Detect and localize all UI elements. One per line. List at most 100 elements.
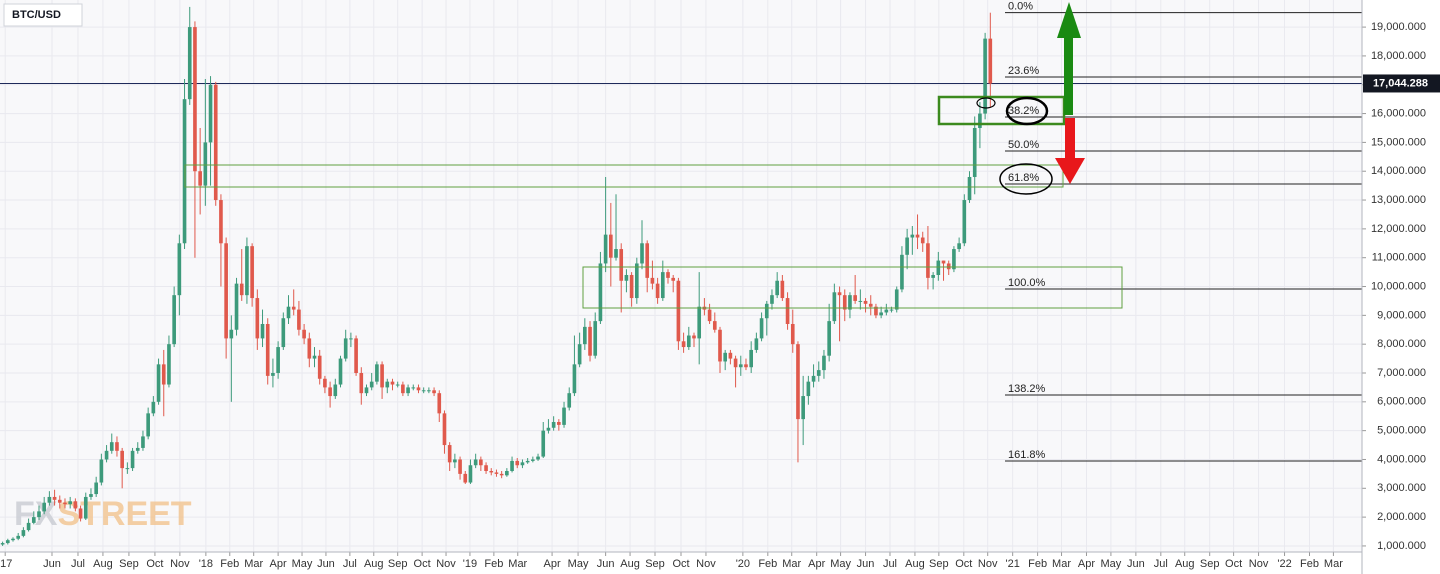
x-tick-label: Nov	[978, 558, 998, 570]
candle-body	[297, 309, 301, 330]
candle-body	[78, 508, 83, 519]
highlight-ellipse	[976, 97, 996, 109]
y-tick-label: 8,000.000	[1377, 338, 1426, 350]
watermark-street: STREET	[57, 495, 191, 533]
x-tick-label: '17	[0, 558, 12, 570]
candle-body	[411, 387, 416, 389]
candle-body	[89, 494, 93, 497]
candle-body	[671, 277, 676, 281]
candle-body	[359, 372, 364, 394]
candle-body	[406, 387, 410, 394]
candle-body	[609, 234, 613, 258]
fib-level-label: 161.8%	[1008, 449, 1046, 461]
candle-body	[957, 243, 961, 250]
candle-body	[905, 237, 909, 255]
candle-body	[894, 289, 899, 310]
x-tick-label: Jul	[1154, 558, 1168, 570]
candle-body	[848, 295, 852, 310]
candle-body	[234, 283, 239, 330]
candle-body	[47, 496, 52, 503]
candle-body	[26, 522, 31, 531]
candle-body	[874, 306, 878, 316]
candle-body	[16, 535, 21, 539]
candle-body	[666, 272, 670, 278]
candle-body	[978, 113, 982, 128]
candle-body	[515, 460, 520, 466]
x-tick-label: '22	[1277, 558, 1291, 570]
candle-body	[790, 323, 795, 345]
candle-body	[723, 352, 728, 362]
x-tick-label: '21	[1005, 558, 1019, 570]
candle-body	[219, 200, 223, 244]
x-tick-label: Feb	[220, 558, 239, 570]
candle-body	[120, 450, 124, 469]
candle-body	[577, 344, 582, 365]
candle-body	[442, 413, 447, 446]
candle-body	[463, 473, 468, 483]
x-tick-label: Oct	[414, 558, 431, 570]
candle-body	[728, 352, 733, 359]
candle-body	[380, 364, 384, 388]
candle-body	[822, 355, 826, 371]
y-tick-label: 6,000.000	[1377, 396, 1426, 408]
x-tick-label: Nov	[696, 558, 716, 570]
x-tick-label: Nov	[436, 558, 456, 570]
candle-body	[432, 390, 436, 394]
candle-body	[57, 499, 62, 503]
x-tick-label: Mar	[1324, 558, 1343, 570]
candle-body	[172, 295, 176, 345]
price-axis-panel	[1362, 0, 1440, 574]
fib-level-label: 138.2%	[1008, 383, 1046, 395]
candle-body	[926, 243, 930, 278]
candle-body	[759, 318, 764, 339]
candle-body	[453, 459, 457, 463]
candle-body	[5, 540, 10, 544]
candle-body	[546, 427, 551, 431]
y-tick-label: 1,000.000	[1377, 540, 1426, 552]
candle-body	[505, 471, 509, 476]
candle-body	[806, 381, 811, 397]
candle-body	[177, 243, 182, 296]
candle-body	[764, 303, 769, 319]
candle-body	[692, 335, 696, 339]
candle-body	[816, 370, 821, 376]
y-tick-label: 3,000.000	[1377, 482, 1426, 494]
candle-body	[343, 338, 348, 359]
candle-body	[915, 234, 920, 238]
candle-body	[390, 381, 395, 385]
candle-body	[167, 344, 171, 385]
candle-body	[629, 274, 634, 299]
candle-body	[68, 501, 72, 505]
candle-body	[499, 473, 504, 476]
candle-body	[796, 344, 800, 420]
candle-body	[369, 381, 374, 388]
fib-level-label: 38.2%	[1008, 105, 1039, 117]
x-tick-label: Feb	[758, 558, 777, 570]
candle-body	[338, 358, 343, 385]
annotations	[184, 2, 1123, 309]
candle-body	[0, 543, 5, 545]
fib-level-label: 0.0%	[1008, 1, 1033, 13]
x-tick-label: Nov	[170, 558, 190, 570]
y-tick-label: 11,000.000	[1372, 252, 1426, 264]
candle-body	[853, 295, 857, 301]
candle-body	[208, 84, 213, 143]
candle-body	[276, 347, 280, 373]
candle-body	[681, 341, 686, 348]
candle-body	[567, 393, 572, 408]
candle-body	[614, 249, 618, 258]
candle-body	[536, 456, 540, 460]
candle-body	[421, 390, 426, 392]
candle-body	[962, 200, 967, 244]
candle-body	[21, 530, 26, 536]
chart-title: BTC/USD	[12, 9, 61, 21]
candle-body	[255, 298, 260, 339]
x-tick-label: Oct	[146, 558, 163, 570]
x-tick-label: May	[292, 558, 313, 570]
candle-body	[744, 364, 748, 368]
x-tick-label: May	[830, 558, 851, 570]
x-tick-label: '18	[199, 558, 213, 570]
y-tick-label: 14,000.000	[1371, 165, 1426, 177]
candle-body	[286, 306, 291, 319]
x-tick-label: Feb	[484, 558, 503, 570]
